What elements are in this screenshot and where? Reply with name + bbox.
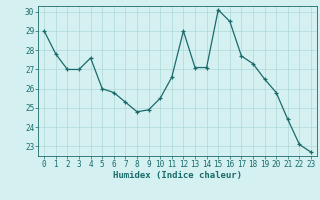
X-axis label: Humidex (Indice chaleur): Humidex (Indice chaleur): [113, 171, 242, 180]
